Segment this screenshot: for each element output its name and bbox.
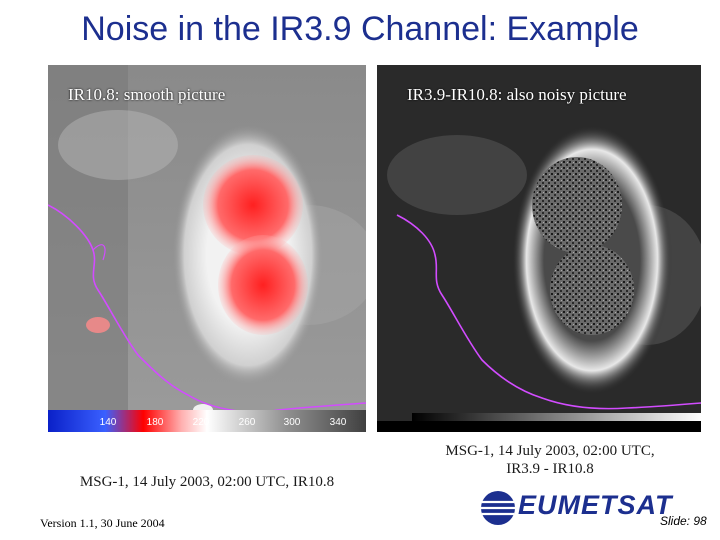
right-caption-line1: MSG-1, 14 July 2003, 02:00 UTC, <box>445 443 655 459</box>
ir39-minus-ir108-label: IR3.9-IR10.8: also noisy picture <box>407 85 627 104</box>
right-caption: MSG-1, 14 July 2003, 02:00 UTC, IR3.9 - … <box>400 442 700 478</box>
slide-number: Slide: 98 <box>660 514 707 528</box>
globe-icon <box>481 491 515 525</box>
ir108-image: IR10.8: smooth picture 140 180 220 260 3… <box>48 65 366 432</box>
ir108-label: IR10.8: smooth picture <box>68 85 226 104</box>
version-text: Version 1.1, 30 June 2004 <box>40 516 165 530</box>
slide-title: Noise in the IR3.9 Channel: Example <box>81 10 639 48</box>
right-caption-line2: IR3.9 - IR10.8 <box>506 461 594 477</box>
ir39-minus-ir108-image: IR3.9-IR10.8: also noisy picture <box>377 65 701 432</box>
ir108-image-graphic <box>48 65 366 432</box>
colorbar-tick: 220 <box>192 417 210 428</box>
colorbar-labels: 140 180 220 260 300 340 <box>48 410 366 432</box>
colorbar-tick: 260 <box>238 417 256 428</box>
colorbar-tick: 180 <box>146 417 164 428</box>
eumetsat-logo: EUMETSAT <box>478 488 678 528</box>
colorbar-tick: 340 <box>329 417 347 428</box>
colorbar-tick: 300 <box>283 417 301 428</box>
ir39-minus-ir108-image-graphic <box>377 65 701 432</box>
logo-text: EUMETSAT <box>518 490 673 520</box>
colorbar-tick: 140 <box>99 417 117 428</box>
left-caption: MSG-1, 14 July 2003, 02:00 UTC, IR10.8 <box>79 474 335 490</box>
